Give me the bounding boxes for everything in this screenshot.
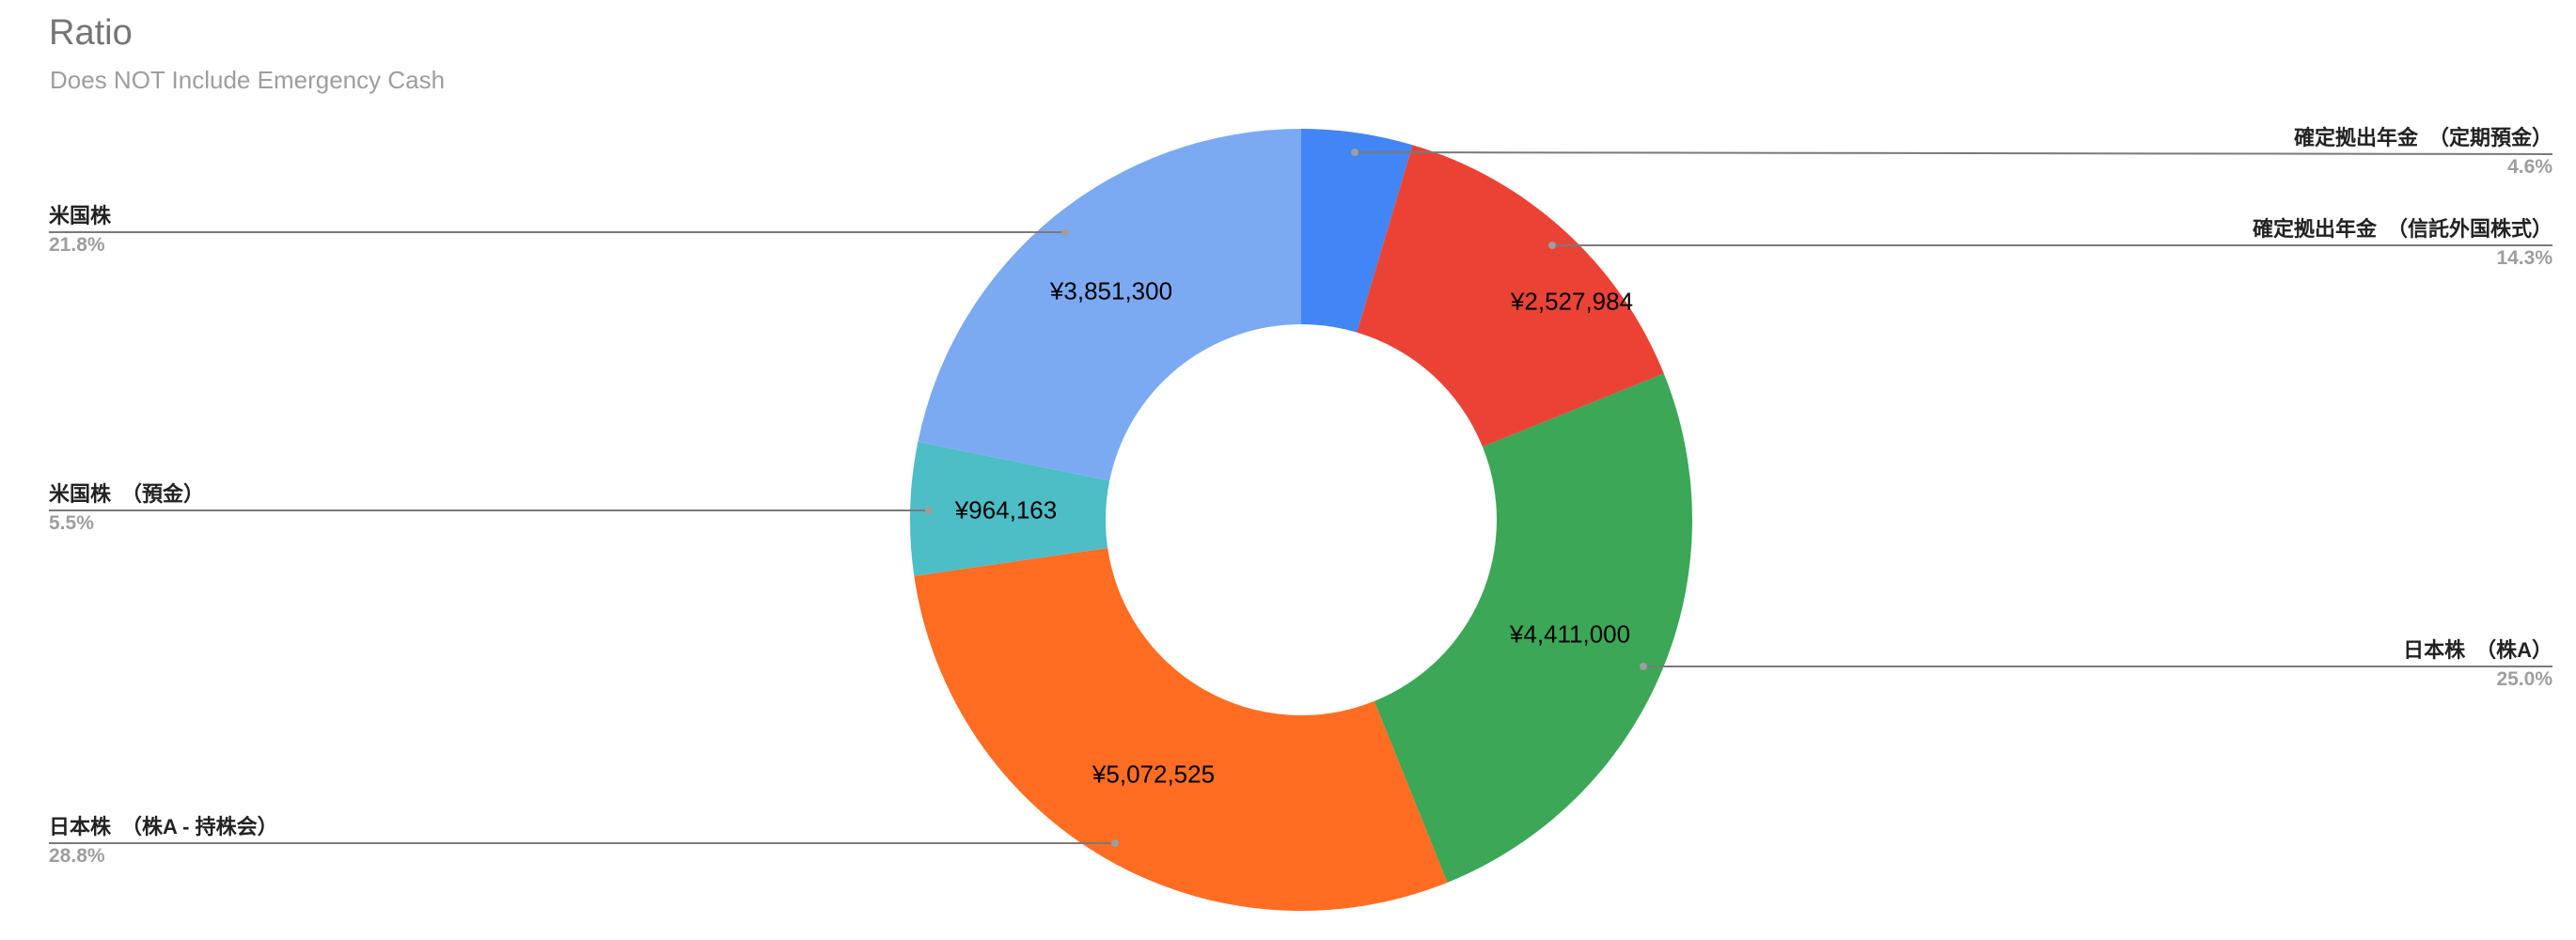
- leader-line: [1354, 151, 2553, 155]
- slice-value-label: ¥2,527,984: [1510, 287, 1634, 316]
- donut-slice[interactable]: [1374, 373, 1692, 883]
- donut-slice[interactable]: [1301, 129, 1413, 333]
- leader-dot: [1548, 242, 1556, 249]
- slice-label: 米国株 （預金） 5.5%: [49, 482, 204, 535]
- chart-subtitle: Does NOT Include Emergency Cash: [50, 66, 446, 94]
- slice-label-name: 確定拠出年金 （信託外国株式）: [2252, 217, 2552, 241]
- slice-label-name: 日本株 （株A - 持株会）: [49, 815, 278, 838]
- leader-dot: [1111, 839, 1119, 847]
- donut-slice[interactable]: [909, 441, 1110, 576]
- slice-label: 確定拠出年金 （信託外国株式） 14.3%: [2253, 217, 2552, 270]
- slice-label-percent: 5.5%: [49, 512, 94, 534]
- donut-slice[interactable]: [918, 128, 1301, 481]
- leader-dot: [1351, 149, 1359, 156]
- slice-label-name: 日本株 （株A）: [2403, 638, 2552, 662]
- leader-dot: [1061, 228, 1069, 236]
- slice-label-name: 米国株: [49, 204, 112, 227]
- slice-label-percent: 28.8%: [49, 845, 105, 867]
- slice-value-label: ¥5,072,525: [1092, 760, 1216, 789]
- leader-dot: [925, 507, 933, 514]
- slice-label-name: 米国株 （預金）: [49, 482, 205, 506]
- donut-slice[interactable]: [1357, 145, 1664, 447]
- slice-label: 日本株 （株A - 持株会） 28.8%: [49, 815, 278, 868]
- leader-dot: [1640, 663, 1647, 670]
- slice-label-percent: 14.3%: [2496, 247, 2552, 269]
- chart-title: Ratio: [49, 13, 133, 53]
- slice-label-name: 確定拠出年金 （定期預金）: [2293, 126, 2552, 149]
- slice-label: 確定拠出年金 （定期預金） 4.6%: [2294, 126, 2552, 179]
- slice-value-label: ¥4,411,000: [1509, 619, 1631, 649]
- donut-slice[interactable]: [914, 547, 1448, 912]
- slice-label: 日本株 （株A） 25.0%: [2403, 638, 2552, 691]
- slice-label-percent: 4.6%: [2507, 156, 2552, 178]
- slice-value-label: ¥3,851,300: [1049, 276, 1173, 306]
- slice-value-label: ¥964,163: [954, 495, 1058, 525]
- slice-label-percent: 21.8%: [49, 234, 105, 256]
- slice-label: 米国株 21.8%: [49, 204, 111, 257]
- slice-label-percent: 25.0%: [2496, 668, 2552, 690]
